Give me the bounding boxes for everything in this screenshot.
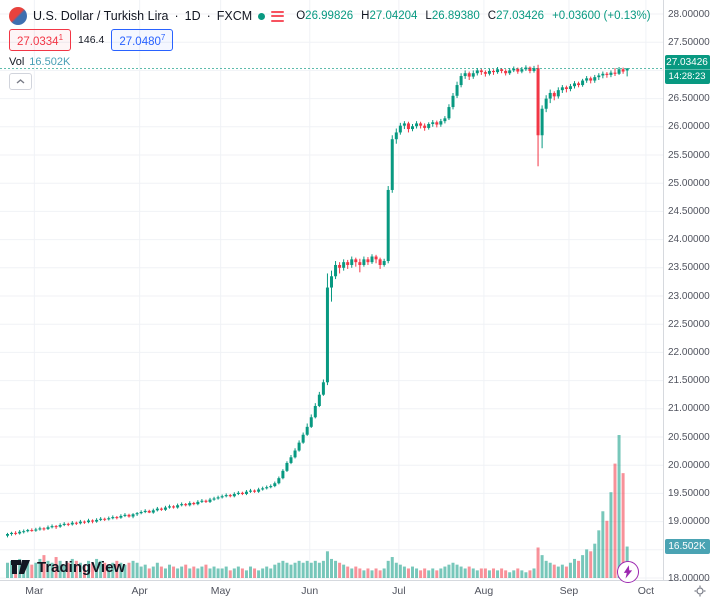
open-value: 26.99826 [305, 10, 354, 22]
price-axis-label[interactable]: 20.00000 [668, 459, 710, 471]
high-value: 27.04204 [369, 10, 418, 22]
price-axis-label[interactable]: 20.50000 [668, 431, 710, 443]
volume-legend: Vol 16.502K [9, 56, 651, 68]
close-value: 27.03426 [496, 10, 545, 22]
time-axis-label[interactable]: Mar [25, 585, 44, 597]
tradingview-logo[interactable]: TradingView [10, 557, 125, 577]
last-price-value: 27.03426 [666, 56, 708, 68]
price-axis-label[interactable]: 22.50000 [668, 318, 710, 330]
tradingview-logo-text: TradingView [37, 558, 126, 576]
price-axis-label[interactable]: 19.50000 [668, 487, 710, 499]
price-axis-label[interactable]: 28.00000 [668, 8, 710, 20]
volume-label: Vol [9, 55, 25, 68]
volume-value: 16.502K [29, 55, 71, 68]
time-axis-settings-icon[interactable] [694, 584, 706, 602]
volume-axis-badge: 16.502K [664, 539, 710, 555]
price-axis-label[interactable]: 21.50000 [668, 375, 710, 387]
ohlc-values: O26.99826 H27.04204 L26.89380 C27.03426 … [296, 10, 651, 22]
price-axis-label[interactable]: 27.50000 [668, 36, 710, 48]
time-axis-label[interactable]: Jul [392, 585, 406, 597]
market-open-icon [258, 12, 266, 20]
ask-price-button[interactable]: 27.04807 [111, 29, 174, 51]
last-price-badge: 27.03426 14:28:23 [664, 54, 710, 84]
collapse-pane-button[interactable] [9, 72, 32, 90]
grid-layer [0, 0, 663, 580]
interval-label[interactable]: 1D [184, 9, 201, 23]
price-axis-label[interactable]: 19.00000 [668, 516, 710, 528]
lightning-icon [623, 565, 633, 579]
symbol-logo-icon [9, 7, 27, 25]
time-axis-label[interactable]: Jun [301, 585, 319, 597]
change-value: +0.03600 (+0.13%) [552, 10, 651, 22]
price-axis-label[interactable]: 18.00000 [668, 572, 710, 584]
price-axis-label[interactable]: 23.50000 [668, 262, 710, 274]
bar-countdown: 14:28:23 [664, 68, 710, 83]
price-axis-label[interactable]: 26.00000 [668, 121, 710, 133]
price-axis-label[interactable]: 24.50000 [668, 205, 710, 217]
low-value: 26.89380 [431, 10, 480, 22]
spread-value: 146.4 [78, 33, 105, 46]
time-axis-label[interactable]: Apr [131, 585, 148, 597]
time-axis-label[interactable]: Oct [637, 585, 655, 597]
symbol-title[interactable]: U.S. Dollar / Turkish Lira [33, 9, 169, 23]
exchange-label[interactable]: FXCM [216, 9, 253, 23]
price-axis-label[interactable]: 26.50000 [668, 93, 710, 105]
candlestick-series [6, 64, 629, 538]
chart-legend: U.S. Dollar / Turkish Lira · 1D · FXCM O… [9, 7, 651, 90]
price-axis-label[interactable]: 21.00000 [668, 403, 710, 415]
axis-separators [0, 0, 710, 581]
bid-price-button[interactable]: 27.03341 [9, 29, 72, 51]
time-axis-label[interactable]: May [210, 585, 231, 597]
tradingview-logo-icon [11, 560, 30, 574]
time-axis-label[interactable]: Sep [559, 585, 579, 597]
quick-actions-icon[interactable] [271, 10, 285, 22]
instant-trading-button[interactable] [617, 561, 639, 583]
price-axis-label[interactable]: 25.50000 [668, 149, 710, 161]
price-axis-label[interactable]: 23.00000 [668, 290, 710, 302]
price-axis-label[interactable]: 22.00000 [668, 346, 710, 358]
price-axis-label[interactable]: 24.00000 [668, 234, 710, 246]
separator-dot: · [174, 9, 179, 23]
separator-dot: · [206, 9, 211, 23]
price-axis-label[interactable]: 25.00000 [668, 177, 710, 189]
time-axis-label[interactable]: Aug [474, 585, 494, 597]
